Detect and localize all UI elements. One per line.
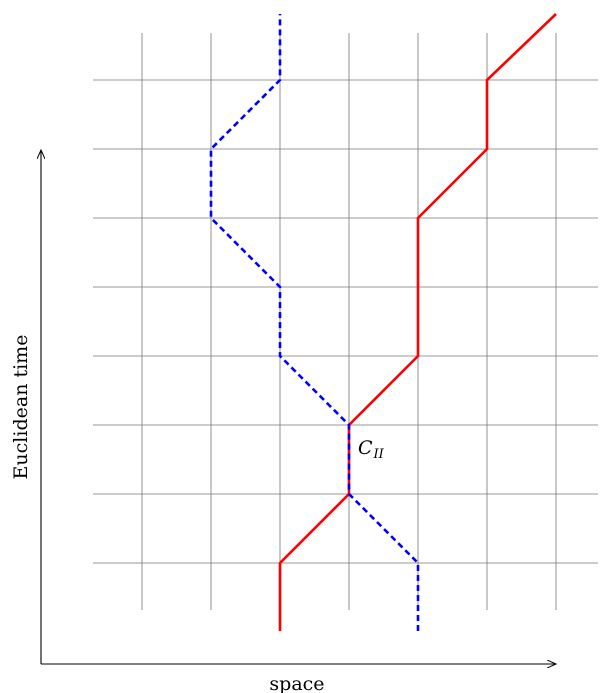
y-axis-label: Euclidean time: [10, 335, 32, 480]
axes: [41, 150, 556, 664]
lattice-grid: [93, 33, 598, 610]
crossing-label: CII: [358, 437, 385, 462]
solid-worldline: [278, 13, 557, 631]
crossing-label-sub: II: [373, 447, 385, 462]
crossing-label-main: C: [358, 437, 373, 459]
x-axis-label: space: [269, 673, 324, 693]
dashed-worldline: [209, 14, 420, 631]
worldlines: [209, 13, 557, 631]
